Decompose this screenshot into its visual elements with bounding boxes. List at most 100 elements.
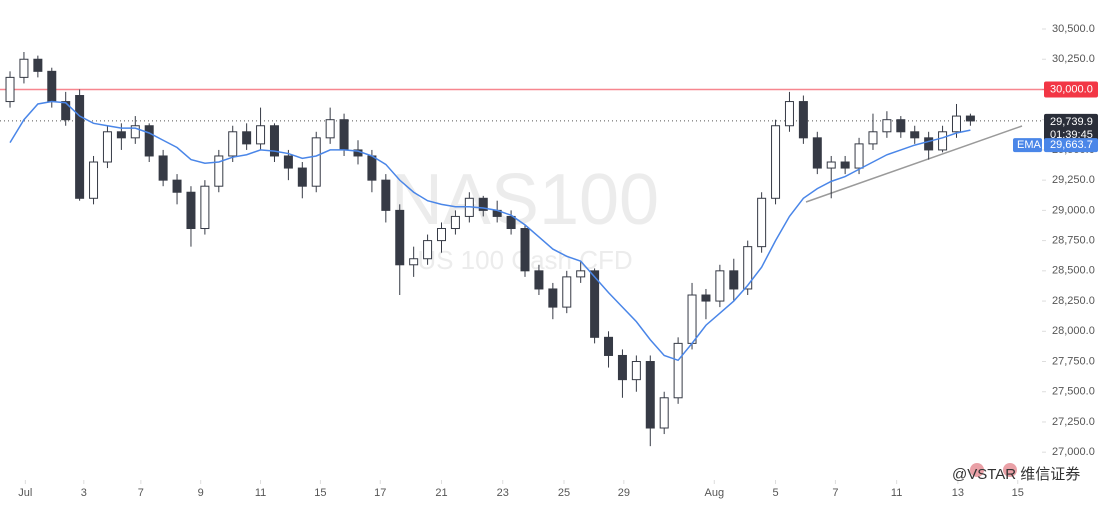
candle-body (938, 131, 948, 151)
candle-body (882, 119, 892, 133)
candle-body (89, 161, 99, 199)
y-tick-label: 27,000.0 (1052, 446, 1095, 458)
candle-body (423, 240, 433, 260)
candle-body (75, 95, 85, 199)
y-tick-label: 27,500.0 (1052, 386, 1095, 398)
candle-body (743, 246, 753, 290)
x-tick-label: 11 (255, 487, 266, 499)
candle-body (116, 131, 126, 139)
candle-body (840, 161, 850, 169)
x-tick-label: 29 (618, 487, 630, 499)
candle-body (311, 137, 321, 187)
candle-body (534, 270, 544, 290)
y-tick-label: 27,750.0 (1052, 355, 1095, 367)
candle-body (130, 125, 140, 139)
last-price-box (1044, 113, 1098, 144)
candle-body (186, 191, 196, 230)
y-tick-label: 27,250.0 (1052, 416, 1095, 428)
candle-body (450, 215, 460, 230)
x-tick-label: 17 (374, 487, 386, 499)
candle-body (896, 119, 906, 133)
candle-body (158, 155, 168, 181)
x-tick-label: 25 (558, 487, 570, 499)
x-tick-label: Jul (18, 487, 32, 499)
candle-body (868, 131, 878, 145)
candle-body (951, 115, 961, 133)
candle-body (506, 215, 516, 230)
candle-body (617, 354, 627, 381)
candle-body (200, 185, 210, 230)
candle-body (826, 161, 836, 169)
candle-body (854, 143, 864, 169)
x-tick-label: 21 (435, 487, 447, 499)
y-tick-label: 30,500.0 (1052, 23, 1095, 35)
candle-body (757, 197, 767, 248)
x-tick-label: 13 (952, 487, 964, 499)
candle-body (590, 270, 600, 338)
plot: 27,000.0 27,250.0 27,500.0 27,750.0 28,000.0… (0, 23, 1098, 499)
y-tick-label: 30,250.0 (1052, 53, 1095, 65)
logo-icon (1003, 463, 1017, 477)
ema-value: 29,663.7 (1050, 139, 1093, 151)
reference-label-box (1044, 81, 1098, 98)
x-tick-label: 23 (497, 487, 509, 499)
candle-body (325, 119, 335, 139)
candle-body (924, 137, 934, 151)
candle-body (687, 294, 697, 344)
candle-body (771, 125, 781, 199)
x-tick-label: 5 (772, 487, 778, 499)
candle-body (436, 228, 446, 242)
candle-body (19, 58, 29, 78)
ema-line (9, 100, 971, 362)
ema-name: EMA (1017, 139, 1042, 151)
candle-body (367, 155, 377, 181)
candle-body (910, 131, 920, 139)
x-tick-label: 15 (314, 487, 326, 499)
y-tick-label: 28,250.0 (1052, 295, 1095, 307)
y-tick-label: 28,750.0 (1052, 235, 1095, 247)
candle-body (631, 361, 641, 381)
candle-body (47, 70, 57, 103)
x-tick-label: Aug (705, 487, 725, 499)
candle-body (701, 294, 711, 302)
candle-body (381, 179, 391, 211)
candle-body (283, 155, 293, 169)
countdown-label: 01:39:45 (1050, 129, 1093, 141)
candle-body (409, 258, 419, 266)
candle-body (604, 336, 614, 356)
candle-body (798, 101, 808, 139)
candle-body (33, 58, 43, 72)
candle-body (395, 209, 405, 266)
candle-body (645, 361, 655, 429)
candle-body (562, 276, 572, 308)
x-tick-label: 3 (81, 487, 87, 499)
y-tick-label: 29,000.0 (1052, 204, 1095, 216)
x-tick-label: 15 (1012, 487, 1024, 499)
candle-body (478, 197, 488, 211)
candle-body (965, 115, 975, 122)
candle-body (242, 131, 252, 145)
candle-body (5, 76, 15, 103)
last-price-label: 29,739.9 (1050, 116, 1093, 128)
candle-body (172, 179, 182, 193)
watermark-brand: @VSTAR 维信证券 (952, 466, 1080, 483)
candle-body (269, 125, 279, 157)
candle-body (812, 137, 822, 169)
candle-body (576, 270, 586, 278)
candle-body (715, 270, 725, 302)
reference-label: 30,000.0 (1050, 83, 1093, 95)
x-tick-label: 7 (832, 487, 838, 499)
x-tick-label: 11 (891, 487, 902, 499)
candle-body (548, 288, 558, 308)
trend-line (805, 125, 1023, 203)
logo-icon (970, 463, 984, 477)
candle-body (61, 101, 71, 121)
candle-body (729, 270, 739, 290)
x-tick-label: 9 (198, 487, 204, 499)
y-tick-label: 28,500.0 (1052, 265, 1095, 277)
candle-body (102, 131, 112, 163)
candle-body (659, 397, 669, 429)
y-tick-label: 28,000.0 (1052, 325, 1095, 337)
candle-body (144, 125, 154, 157)
